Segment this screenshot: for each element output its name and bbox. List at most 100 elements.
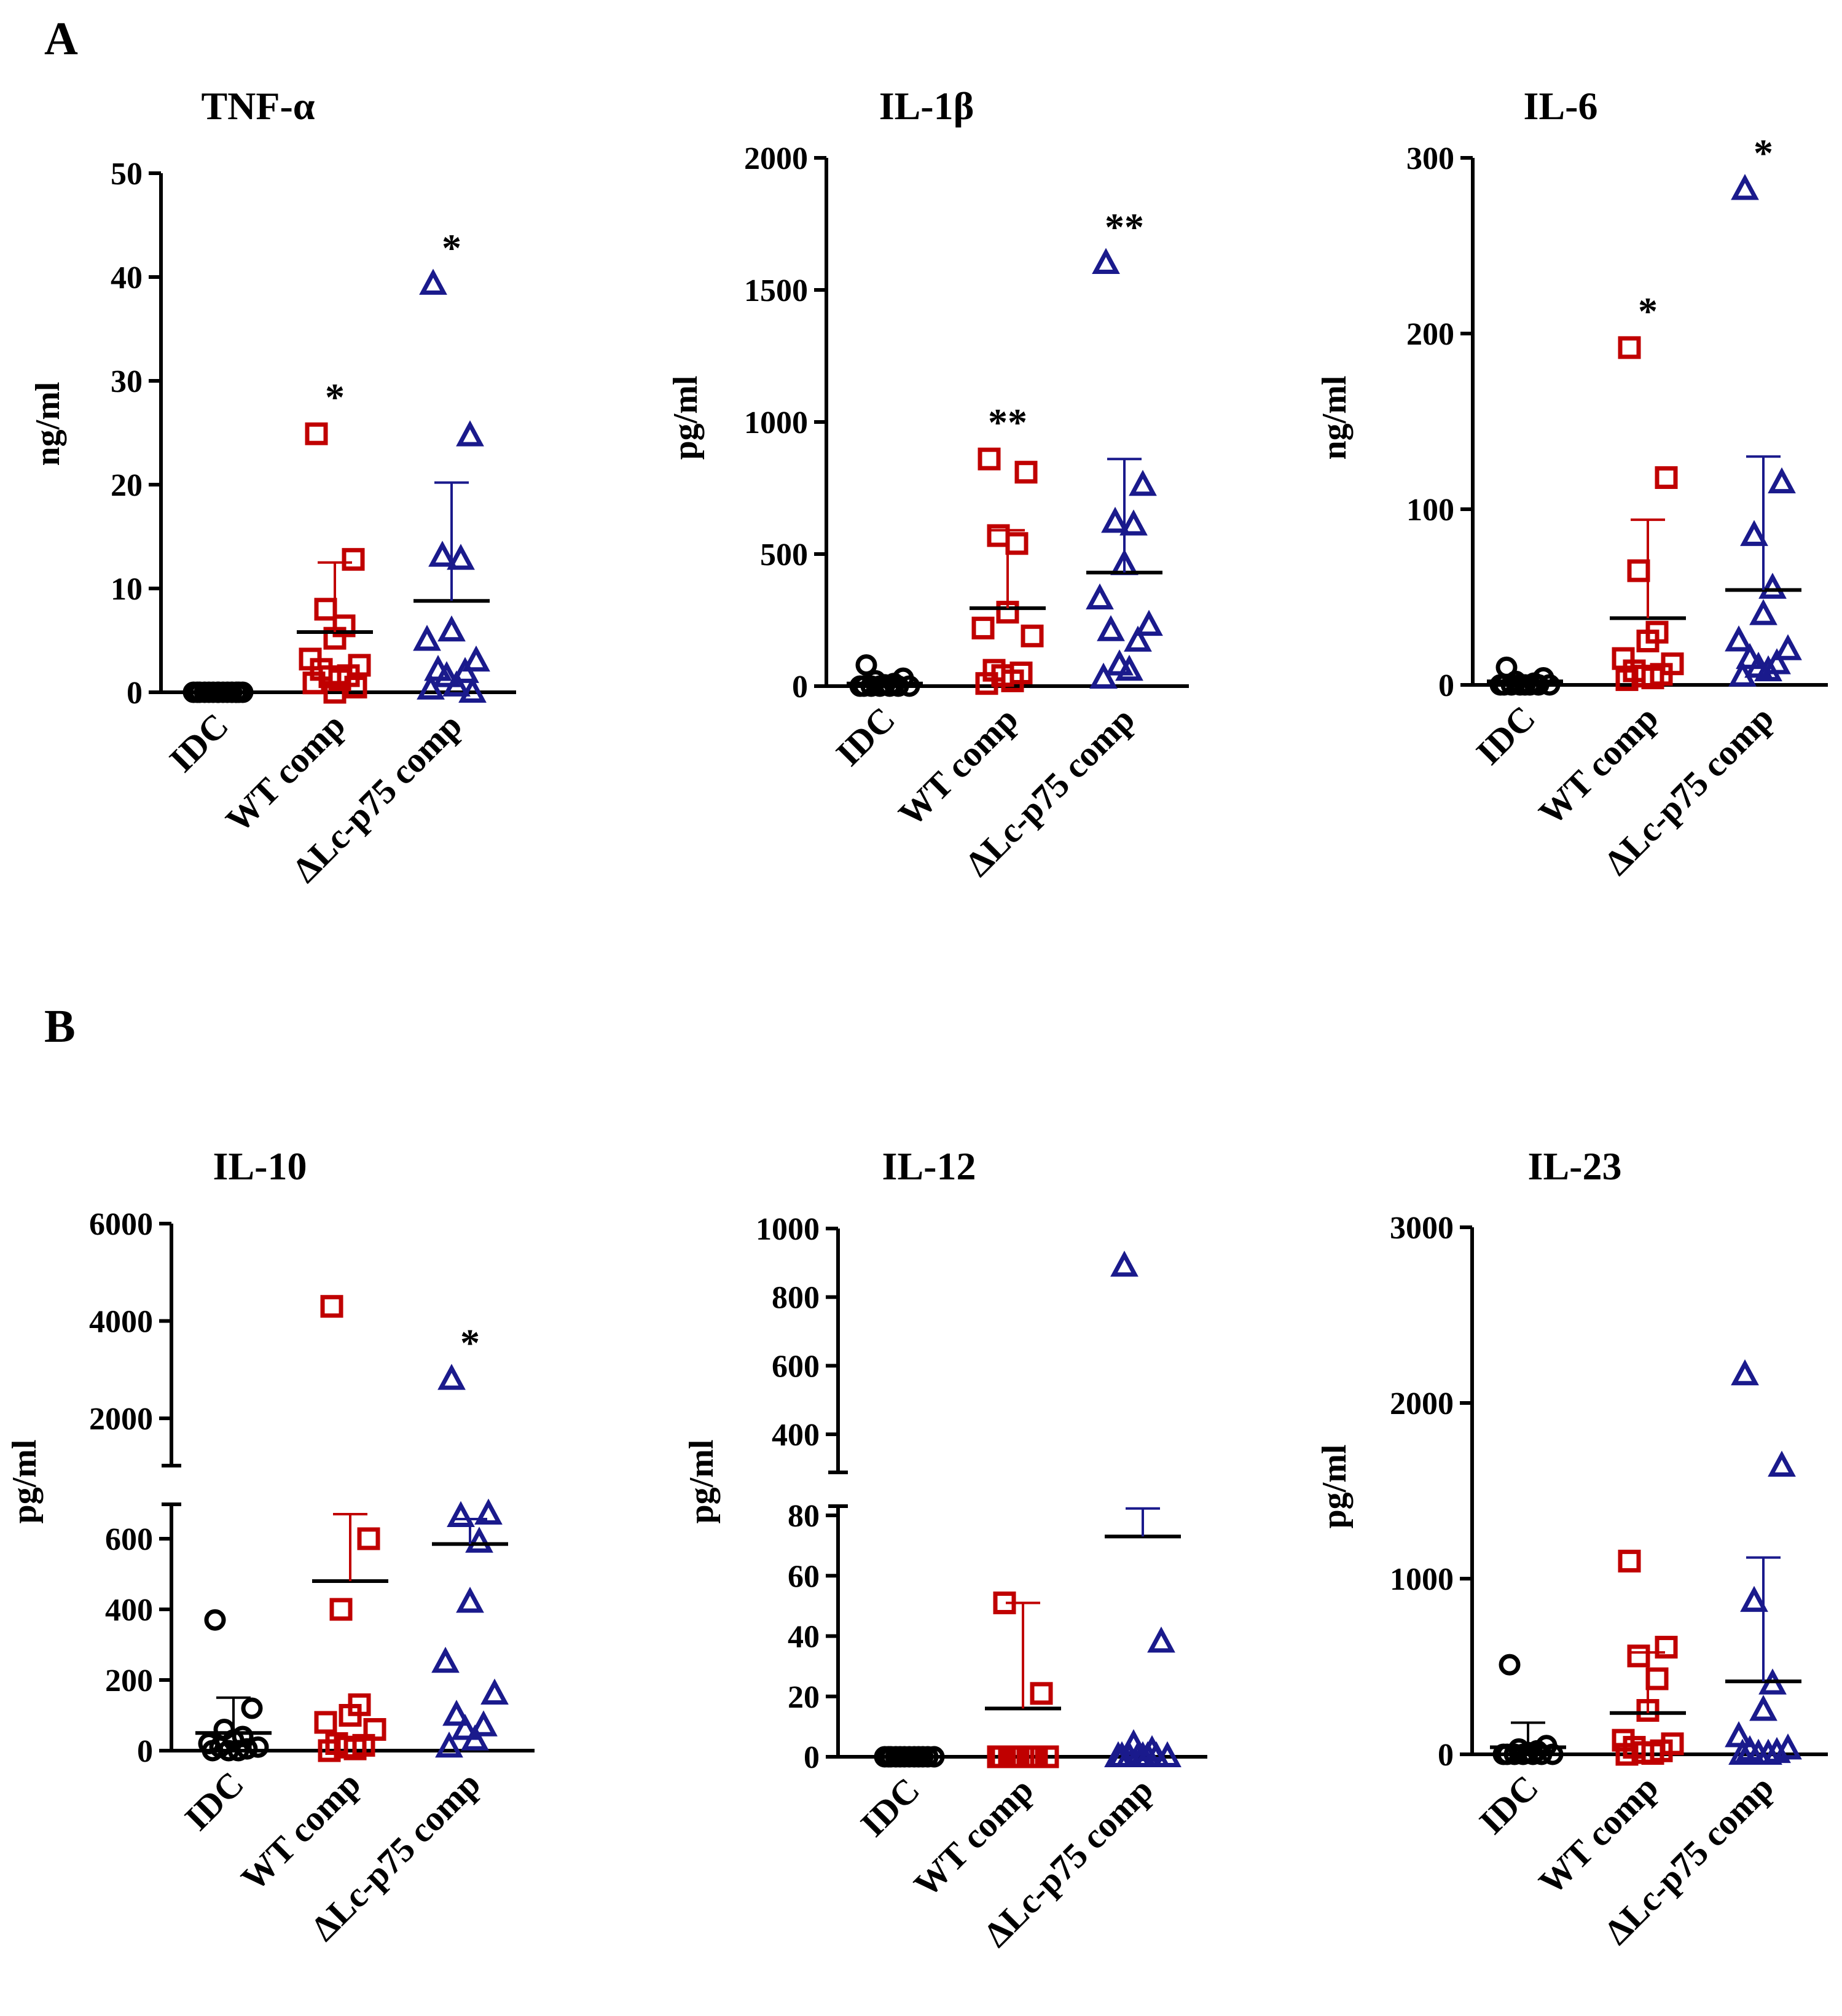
y-tick-label: 0 (1438, 668, 1454, 703)
y-tick-label: 50 (111, 157, 143, 192)
data-point-wt (318, 1739, 341, 1762)
data-point-dl (1768, 1450, 1796, 1477)
y-tick-label: 3000 (1390, 1211, 1454, 1246)
data-point-wt (1636, 630, 1660, 652)
data-point-wt (320, 1295, 343, 1318)
data-point-dl (1731, 1359, 1759, 1386)
series-2 (1104, 1251, 1182, 1767)
data-point-dl (1754, 1738, 1782, 1765)
series-0 (1487, 656, 1563, 696)
data-point-wt (1005, 532, 1029, 555)
data-point-wt (978, 447, 1001, 471)
x-tick-label: IDC (177, 1764, 251, 1838)
data-point-wt (323, 681, 347, 704)
y-axis-label: pg/ml (667, 376, 705, 460)
data-point-dl (1086, 583, 1114, 610)
y-tick-label: 600 (772, 1349, 820, 1384)
y-tick-label: 400 (772, 1418, 820, 1453)
series-1: * (297, 375, 373, 704)
chart-title: TNF-α (201, 84, 315, 128)
y-tick-label: 800 (772, 1281, 820, 1316)
significance-marker: * (442, 226, 461, 270)
data-point-dl (1736, 643, 1764, 670)
chart-title: IL-23 (1528, 1144, 1622, 1188)
data-point-dl (1749, 599, 1777, 625)
y-tick-label: 1000 (1390, 1562, 1454, 1597)
data-point-dl (1110, 1251, 1139, 1277)
data-point-dl (1101, 507, 1129, 533)
data-point-dl (1774, 1733, 1802, 1760)
data-point-dl (1124, 625, 1152, 652)
data-point-wt (1618, 336, 1641, 359)
chart-title: IL-10 (213, 1144, 307, 1188)
series-1: ** (970, 400, 1046, 695)
data-point-dl (1774, 634, 1802, 660)
data-point-wt (1615, 1743, 1639, 1766)
chart-title: IL-6 (1524, 84, 1598, 128)
data-point-dl (1115, 654, 1143, 681)
data-point-dl (1740, 520, 1768, 546)
chart-title: IL-12 (882, 1144, 976, 1188)
data-point-dl (1135, 609, 1163, 636)
data-point-wt (1016, 1745, 1040, 1768)
series-2 (1725, 1359, 1802, 1765)
y-tick-label: 6000 (89, 1207, 153, 1242)
series-1 (985, 1591, 1061, 1768)
data-point-dl (419, 268, 447, 295)
data-point-dl (428, 541, 457, 567)
y-axis-label: pg/ml (6, 1440, 44, 1524)
y-tick-label: 1500 (744, 273, 808, 308)
y-tick-label: 500 (760, 537, 808, 572)
data-point-idc (247, 1736, 269, 1758)
data-point-wt (357, 1527, 380, 1550)
series-1: * (1610, 289, 1686, 691)
series-0 (195, 1609, 272, 1762)
series-2: * (431, 1321, 509, 1758)
data-point-dl (1754, 655, 1782, 682)
y-tick-label: 0 (137, 1734, 153, 1769)
y-tick-label: 2000 (744, 141, 808, 176)
data-point-dl (1119, 509, 1148, 536)
data-point-wt (344, 676, 367, 699)
data-point-dl (431, 1646, 460, 1673)
data-point-wt (1030, 1682, 1053, 1705)
data-point-wt (1655, 1636, 1678, 1659)
data-point-dl (1728, 1738, 1757, 1765)
significance-marker: ** (988, 400, 1027, 444)
data-point-dl (451, 657, 479, 683)
data-point-dl (458, 676, 487, 703)
data-point-wt (975, 672, 998, 695)
data-point-idc (898, 675, 920, 697)
y-tick-label: 60 (788, 1559, 820, 1594)
significance-marker: ** (1105, 205, 1144, 249)
significance-marker: * (1754, 131, 1773, 174)
y-tick-label: 0 (1438, 1738, 1454, 1773)
data-point-dl (437, 615, 466, 642)
series-0 (1490, 1654, 1566, 1765)
data-point-wt (1014, 461, 1038, 484)
x-tick-label: IDC (1472, 1767, 1546, 1842)
x-tick-label: IDC (1468, 698, 1543, 772)
y-tick-label: 30 (111, 364, 143, 399)
data-point-dl (462, 645, 490, 672)
series-0 (847, 654, 923, 697)
data-point-wt (343, 1737, 367, 1760)
data-point-dl (1092, 248, 1120, 274)
data-point-wt (314, 1711, 337, 1734)
series-2: * (413, 226, 490, 703)
data-point-wt (342, 548, 365, 571)
data-point-wt (1615, 668, 1639, 691)
data-point-wt (314, 598, 337, 621)
data-point-dl (1089, 662, 1118, 689)
y-tick-label: 2000 (1390, 1386, 1454, 1421)
data-point-dl (1725, 1721, 1753, 1748)
data-point-dl (1731, 174, 1759, 200)
data-point-dl (1740, 1585, 1768, 1612)
series-2: * (1725, 131, 1802, 687)
y-axis-label: ng/ml (29, 382, 67, 466)
data-point-wt (1627, 559, 1650, 582)
data-point-dl (417, 673, 445, 700)
data-point-dl (474, 1498, 503, 1525)
